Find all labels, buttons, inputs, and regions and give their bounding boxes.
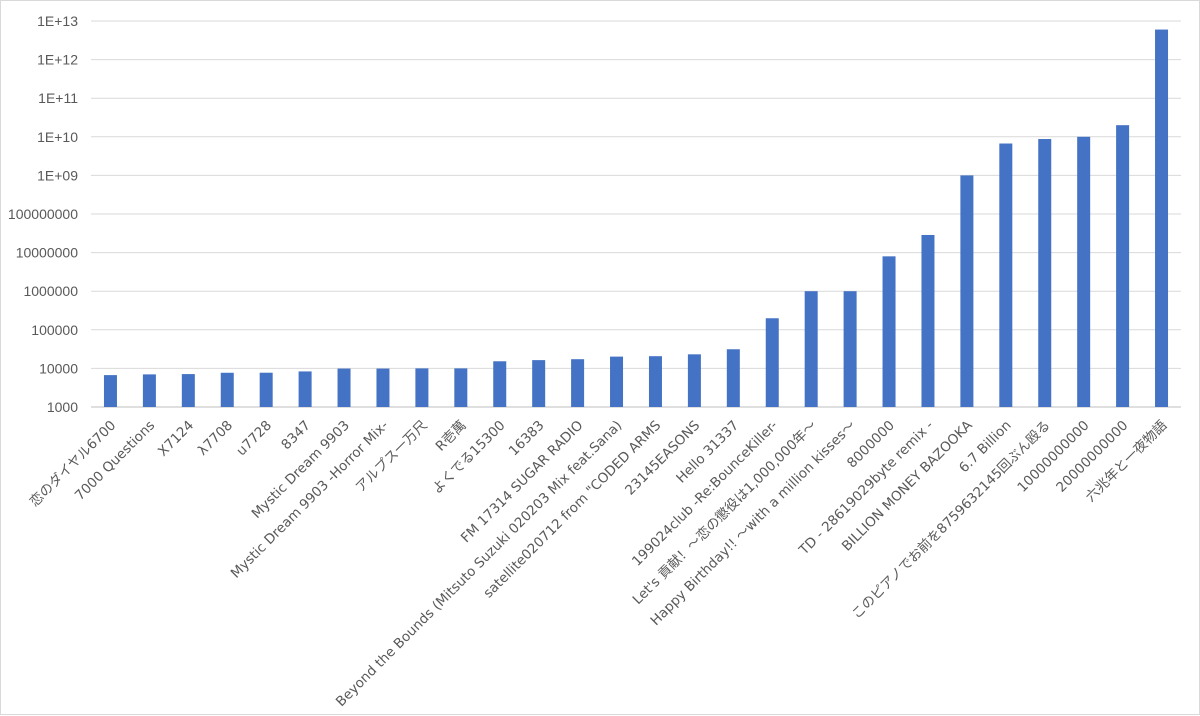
- bar: [921, 234, 935, 407]
- bar: [103, 375, 117, 407]
- bar: [1116, 125, 1130, 408]
- y-tick-label: 1E+12: [37, 52, 78, 68]
- x-category-label: アルプス一万尺: [353, 418, 431, 496]
- bar: [142, 374, 156, 407]
- y-tick-label: 100000000: [8, 206, 78, 222]
- y-tick-label: 10000: [39, 360, 78, 376]
- bar: [1038, 139, 1052, 407]
- bar: [259, 372, 273, 407]
- bar: [765, 318, 779, 407]
- y-tick-label: 1000: [47, 399, 78, 415]
- bar: [648, 356, 662, 407]
- bar: [376, 368, 390, 407]
- x-category-label: R壱萬: [432, 417, 470, 455]
- bar: [687, 354, 701, 407]
- y-tick-label: 10000000: [16, 245, 79, 261]
- x-category-label: 8347: [278, 418, 314, 454]
- y-tick-label: 1E+10: [37, 129, 78, 145]
- bar: [493, 361, 507, 407]
- y-axis-tick-labels: 1000 10000 100000 1000000 10000000 100000000 1…: [8, 13, 78, 415]
- bar: [726, 349, 740, 407]
- bar: [532, 360, 546, 407]
- bar: [181, 374, 195, 407]
- y-tick-label: 100000: [31, 322, 78, 338]
- bar: [298, 371, 312, 407]
- bars: [103, 29, 1169, 408]
- bar: [610, 356, 624, 407]
- x-category-label: X7124: [155, 418, 197, 460]
- gridlines: [91, 20, 1181, 408]
- bar: [804, 291, 818, 407]
- bar: [999, 143, 1013, 407]
- bar: [1077, 136, 1091, 408]
- x-category-label: λ7708: [195, 418, 236, 459]
- bar: [1155, 29, 1169, 408]
- bar: [337, 368, 351, 407]
- y-tick-label: 1000000: [23, 283, 78, 299]
- bar: [454, 368, 468, 407]
- bar: [882, 256, 896, 407]
- bar: [960, 175, 974, 407]
- bar: [843, 291, 857, 407]
- y-tick-label: 1E+13: [37, 13, 78, 29]
- x-category-label: u7728: [233, 418, 275, 460]
- y-tick-label: 1E+11: [38, 90, 78, 106]
- bar: [571, 359, 585, 407]
- bar: [415, 368, 429, 407]
- bar: [220, 372, 234, 407]
- y-tick-label: 1E+09: [37, 167, 78, 183]
